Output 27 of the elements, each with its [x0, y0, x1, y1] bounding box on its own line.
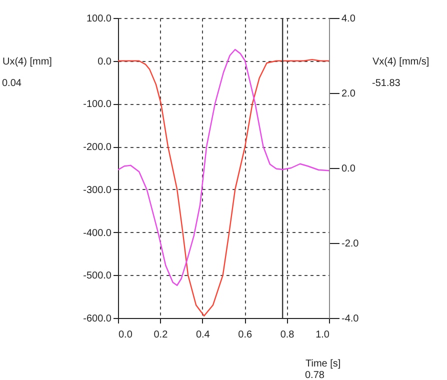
y2-tick-label: 2.0 [342, 88, 356, 100]
text: 0.78 [305, 370, 325, 380]
y-tick-label: 100.0 [86, 14, 112, 24]
y2-tick-label: 4.0 [342, 14, 356, 24]
y-tick-label: -400.0 [83, 228, 112, 239]
x-tick-label: 0.8 [280, 330, 295, 340]
line-series [118, 58, 329, 316]
y2-tick-label: 0.0 [342, 164, 356, 174]
y2-axis-title: Vx(4) [mm/s] [372, 56, 430, 68]
y-tick-label: -600.0 [83, 314, 112, 324]
line-series [118, 48, 329, 286]
text: 0.04 [2, 78, 22, 89]
x-axis-title: Time [s] [306, 358, 341, 370]
y-tick-label: -200.0 [83, 142, 112, 154]
x-tick-label: 0.6 [238, 330, 252, 340]
y2-tick-label: -2.0 [342, 238, 360, 250]
x-tick-label: 0.4 [196, 330, 210, 340]
x-tick-label: 0.0 [118, 330, 133, 340]
y-tick-label: -100.0 [83, 99, 112, 110]
x-tick-label: 1.0 [316, 330, 330, 340]
y-axis-title: Ux(4) [mm] [2, 56, 52, 68]
x-tick-label: 0.2 [154, 330, 168, 340]
text: -51.83 [372, 78, 401, 89]
y-tick-label: -500.0 [83, 270, 112, 282]
y2-tick-label: -4.0 [342, 314, 360, 324]
y-tick-label: 0.0 [98, 56, 112, 68]
y-tick-label: -300.0 [83, 184, 112, 196]
